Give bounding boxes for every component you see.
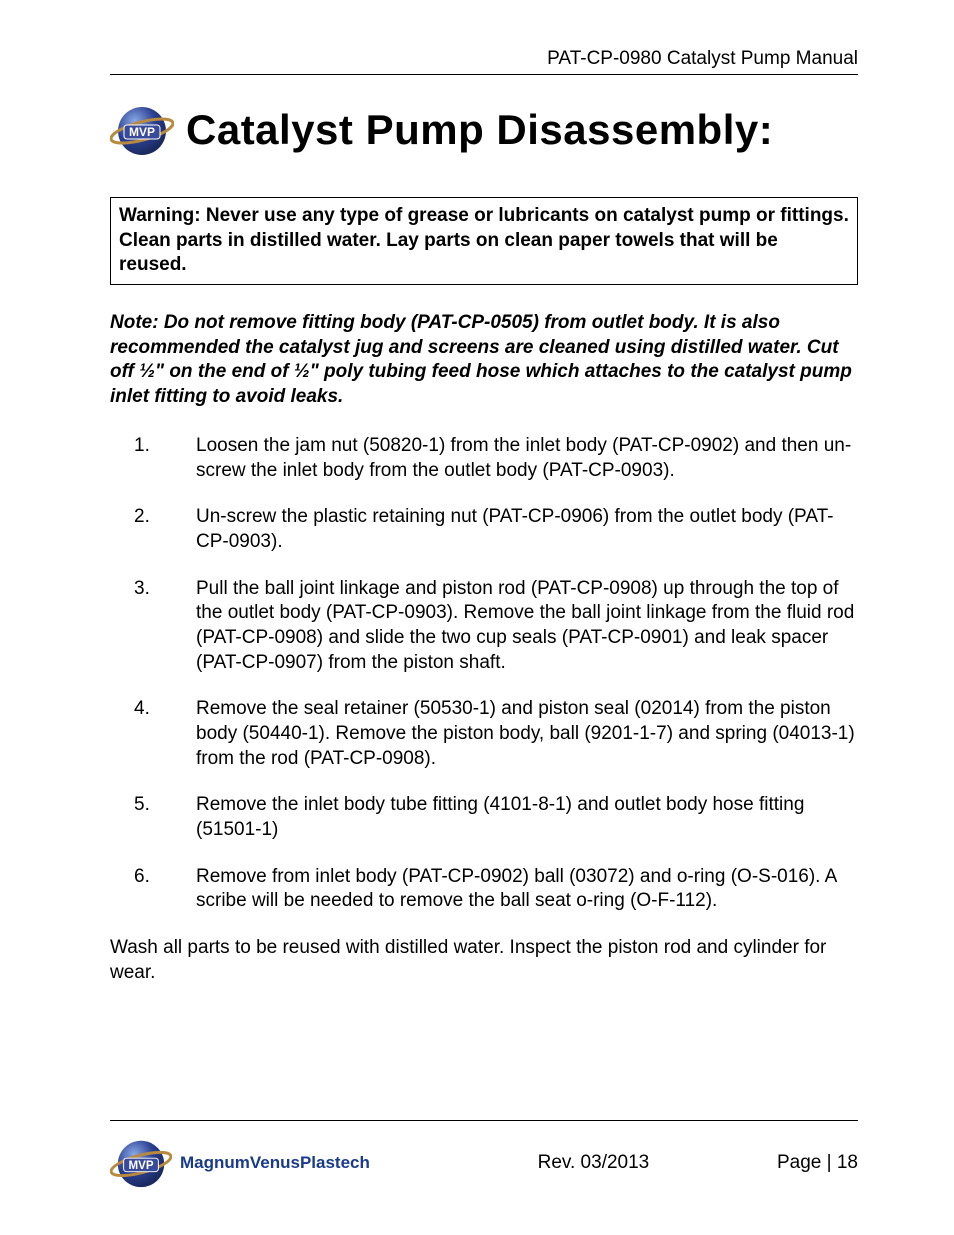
note-text: Note: Do not remove fitting body (PAT-CP… xyxy=(110,312,852,407)
footer-revision: Rev. 03/2013 xyxy=(370,1152,777,1174)
step-text: Loosen the jam nut (50820-1) from the in… xyxy=(196,434,858,483)
page-footer: MVP MagnumVenusPlastech Rev. 03/2013 Pag… xyxy=(110,1120,858,1191)
step-number: 4. xyxy=(110,697,196,771)
footer-brand-text: MagnumVenusPlastech xyxy=(180,1153,370,1173)
header-doc-title: PAT-CP-0980 Catalyst Pump Manual xyxy=(547,48,858,69)
footer-logo: MVP MagnumVenusPlastech xyxy=(110,1135,370,1191)
step-item: 1. Loosen the jam nut (50820-1) from the… xyxy=(110,434,858,483)
disassembly-steps: 1. Loosen the jam nut (50820-1) from the… xyxy=(110,434,858,914)
document-page: PAT-CP-0980 Catalyst Pump Manual MVP Cat… xyxy=(0,0,954,1235)
mvp-globe-icon: MVP xyxy=(110,1135,172,1191)
footer-page-number: Page | 18 xyxy=(777,1152,858,1174)
step-item: 6. Remove from inlet body (PAT-CP-0902) … xyxy=(110,865,858,914)
step-number: 6. xyxy=(110,865,196,914)
step-item: 4. Remove the seal retainer (50530-1) an… xyxy=(110,697,858,771)
note-paragraph: Note: Do not remove fitting body (PAT-CP… xyxy=(110,311,858,410)
warning-text: Warning: Never use any type of grease or… xyxy=(119,205,849,275)
step-item: 5. Remove the inlet body tube fitting (4… xyxy=(110,793,858,842)
page-header: PAT-CP-0980 Catalyst Pump Manual xyxy=(110,48,858,75)
mvp-globe-icon: MVP xyxy=(110,101,174,159)
closing-paragraph: Wash all parts to be reused with distill… xyxy=(110,936,858,985)
closing-text: Wash all parts to be reused with distill… xyxy=(110,937,826,983)
step-text: Pull the ball joint linkage and piston r… xyxy=(196,577,858,676)
section-title: Catalyst Pump Disassembly: xyxy=(186,106,773,154)
svg-text:MVP: MVP xyxy=(129,125,155,139)
step-item: 2. Un-screw the plastic retaining nut (P… xyxy=(110,505,858,554)
warning-box: Warning: Never use any type of grease or… xyxy=(110,197,858,285)
step-number: 5. xyxy=(110,793,196,842)
step-text: Remove from inlet body (PAT-CP-0902) bal… xyxy=(196,865,858,914)
step-text: Un-screw the plastic retaining nut (PAT-… xyxy=(196,505,858,554)
svg-text:MVP: MVP xyxy=(128,1160,153,1172)
step-number: 3. xyxy=(110,577,196,676)
section-title-row: MVP Catalyst Pump Disassembly: xyxy=(110,101,858,159)
step-text: Remove the seal retainer (50530-1) and p… xyxy=(196,697,858,771)
step-text: Remove the inlet body tube fitting (4101… xyxy=(196,793,858,842)
step-item: 3. Pull the ball joint linkage and pisto… xyxy=(110,577,858,676)
step-number: 2. xyxy=(110,505,196,554)
step-number: 1. xyxy=(110,434,196,483)
